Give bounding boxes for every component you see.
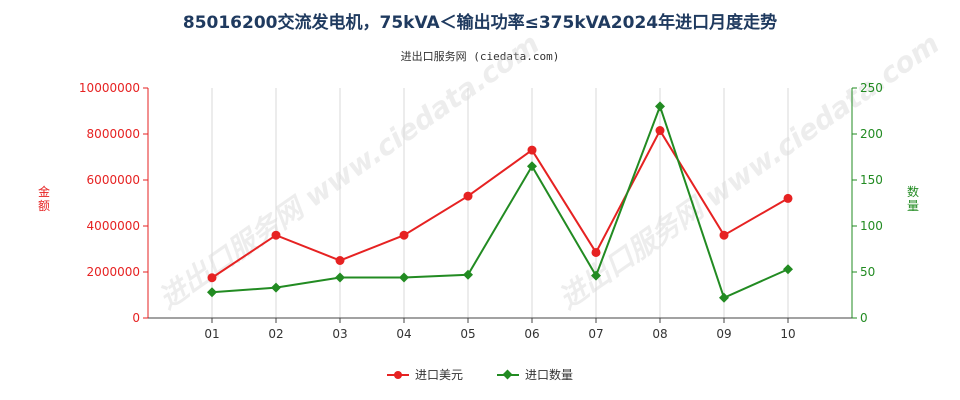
y-left-tick-label: 4000000 [87, 219, 140, 233]
x-tick-label: 06 [524, 327, 539, 341]
series-0-point [655, 126, 665, 136]
series-0-point [207, 273, 217, 283]
y-left-title-char: 金 [38, 184, 50, 199]
series-1-point [399, 272, 409, 283]
legend: 进口美元 进口数量 [0, 366, 960, 383]
y-right-title-char: 量 [907, 199, 919, 213]
series-1-point [335, 272, 345, 283]
y-right-tick-label: 200 [860, 127, 883, 141]
y-left-tick-label: 8000000 [87, 127, 140, 141]
series-line-1 [211, 103, 789, 300]
series-0-point [399, 230, 409, 240]
chart-subtitle: 进出口服务网 (ciedata.com) [400, 50, 560, 63]
series-0-point [463, 191, 473, 201]
series-1-point [271, 282, 281, 293]
series-1-point [463, 269, 473, 280]
legend-label-usd: 进口美元 [414, 368, 463, 382]
series-0-point [719, 230, 729, 240]
y-left-tick-label: 6000000 [87, 173, 140, 187]
y-right-title-char: 数 [907, 184, 919, 199]
series-0-point [335, 256, 345, 265]
series-line-0 [211, 128, 789, 279]
series-1-point [719, 292, 729, 303]
x-tick-label: 08 [652, 327, 667, 341]
x-tick-label: 05 [460, 327, 475, 341]
y-right-title: 数量 [907, 184, 919, 213]
y-left-title: 金额 [38, 184, 50, 213]
y-right-tick-label: 100 [860, 219, 883, 233]
y-right-tick-label: 0 [860, 311, 868, 325]
series-1-point [783, 264, 793, 275]
series-0-point [591, 247, 601, 257]
legend-swatch-usd [386, 369, 409, 381]
y-left-title-char: 额 [38, 199, 50, 213]
series-1-point [591, 270, 601, 281]
x-tick-label: 04 [396, 327, 411, 341]
x-tick-label: 03 [332, 327, 347, 341]
y-right-tick-label: 250 [860, 81, 883, 95]
series-0-point [783, 193, 793, 203]
series-0-point [527, 145, 537, 155]
series-1-point [655, 101, 665, 112]
series-1-point [527, 161, 537, 172]
y-left-tick-label: 0 [132, 311, 140, 325]
x-tick-label: 02 [268, 327, 283, 341]
series-1-point [207, 287, 217, 298]
y-right-tick-label: 150 [860, 173, 883, 187]
legend-swatch-qty [497, 369, 519, 381]
series-0-point [271, 230, 281, 240]
x-tick-label: 10 [780, 327, 795, 341]
legend-item-usd[interactable]: 进口美元 [386, 366, 463, 383]
y-right-tick-label: 50 [860, 265, 875, 279]
legend-label-qty: 进口数量 [525, 368, 574, 382]
x-tick-label: 01 [204, 327, 219, 341]
x-tick-label: 07 [588, 327, 603, 341]
y-left-tick-label: 10000000 [79, 81, 140, 95]
y-left-tick-label: 2000000 [87, 265, 140, 279]
x-tick-label: 09 [716, 327, 731, 341]
legend-item-qty[interactable]: 进口数量 [497, 366, 573, 383]
chart-title: 85016200交流发电机，75kVA＜输出功率≤375kVA2024年进口月度… [182, 13, 778, 33]
